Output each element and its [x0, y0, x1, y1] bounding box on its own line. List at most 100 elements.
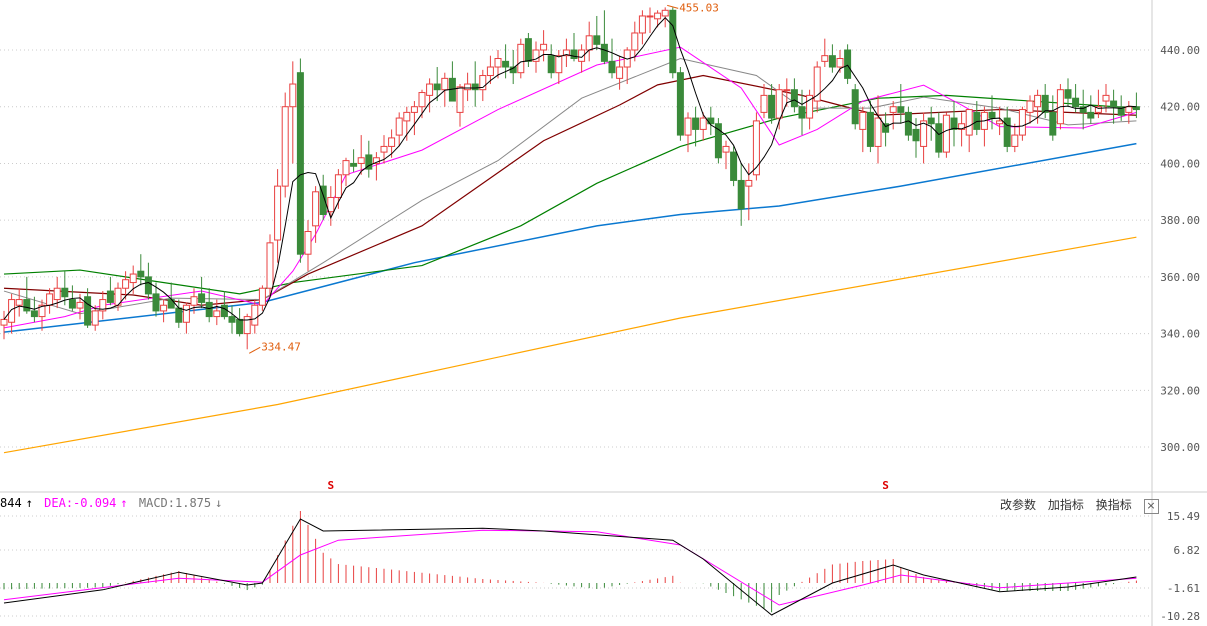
candle-body: [904, 111, 912, 136]
candle-body: [920, 120, 928, 147]
candle-body: [722, 145, 730, 153]
candle-body: [882, 123, 890, 133]
candle-body: [418, 92, 426, 108]
candle-body: [1026, 100, 1034, 113]
ma120-line: [3, 142, 1137, 333]
candle-body: [312, 191, 320, 227]
candle-body: [1049, 111, 1057, 136]
candle-body: [15, 299, 23, 306]
candle-body: [182, 304, 190, 323]
candle-body: [699, 117, 707, 130]
candle-body: [175, 307, 183, 323]
candle-body: [243, 316, 251, 335]
candle-body: [1094, 106, 1102, 113]
candle-body: [350, 162, 358, 167]
candle-body: [342, 160, 350, 176]
price-tick-label: 300.00: [1160, 441, 1200, 454]
candle-body: [281, 106, 289, 187]
candle-body: [585, 35, 593, 51]
candle-body: [46, 293, 54, 306]
candle-body: [942, 114, 950, 153]
candle-body: [540, 43, 548, 51]
candle-body: [266, 242, 274, 289]
switch-indicator-button[interactable]: 换指标: [1095, 498, 1132, 512]
candle-body: [866, 111, 874, 147]
candle-body: [950, 117, 958, 130]
candle-body: [578, 49, 586, 62]
candle-body: [1117, 106, 1125, 116]
add-indicator-button[interactable]: 加指标: [1047, 498, 1084, 512]
candle-body: [600, 43, 608, 62]
candle-body: [897, 106, 905, 113]
candle-body: [471, 83, 479, 91]
high-price-label: 455.03: [679, 1, 719, 14]
candle-body: [730, 151, 738, 181]
candle-body: [616, 66, 624, 79]
candle-body: [806, 94, 814, 119]
signal-marker: S: [327, 479, 334, 492]
candle-body: [912, 128, 920, 142]
candle-body: [494, 58, 502, 68]
candle-body: [388, 137, 396, 147]
candle-body: [410, 106, 418, 113]
candle-body: [99, 299, 107, 312]
candle-body: [828, 55, 836, 68]
candle-body: [745, 179, 753, 187]
price-tick-label: 400.00: [1160, 157, 1200, 170]
candle-body: [1087, 111, 1095, 119]
candle-body: [8, 299, 16, 323]
dea-value: DEA:-0.094: [44, 496, 117, 510]
price-tick-label: 440.00: [1160, 44, 1200, 57]
dif-arrow-icon: ↑: [25, 496, 33, 510]
candle-body: [783, 89, 791, 92]
candle-body: [84, 296, 92, 326]
candle-body: [859, 111, 867, 130]
candle-body: [395, 117, 403, 136]
high-arrow-icon: [667, 4, 679, 9]
candle-body: [524, 38, 532, 62]
candle-body: [562, 49, 570, 57]
candle-body: [1125, 106, 1133, 113]
candle-body: [152, 293, 160, 312]
candle-body: [380, 145, 388, 153]
candle-body: [304, 231, 312, 255]
candle-body: [61, 287, 69, 298]
candle-body: [190, 296, 198, 306]
candle-body: [532, 49, 540, 62]
candle-body: [372, 157, 380, 164]
candle-body: [251, 304, 259, 326]
candle-body: [160, 304, 168, 312]
macd-value: MACD:1.875: [138, 496, 212, 510]
candle-body: [327, 196, 335, 213]
price-tick-label: 380.00: [1160, 214, 1200, 227]
candle-body: [874, 117, 882, 147]
candle-body: [570, 49, 578, 60]
candle-body: [122, 279, 130, 289]
candle-body: [935, 123, 943, 153]
candle-body: [851, 89, 859, 125]
candle-body: [129, 273, 137, 284]
modify-params-button[interactable]: 改参数: [1000, 498, 1037, 512]
candle-body: [441, 77, 449, 91]
candle-body: [433, 83, 441, 91]
candle-body: [258, 287, 266, 306]
candle-body: [798, 106, 806, 119]
candle-body: [220, 304, 228, 318]
dif-value: 844: [0, 496, 22, 510]
candle-body: [996, 120, 1004, 125]
candle-body: [836, 58, 844, 68]
close-indicator-icon[interactable]: ×: [1143, 499, 1159, 514]
candle-body: [236, 318, 244, 335]
candle-body: [68, 299, 76, 309]
ma60-line: [3, 94, 1137, 295]
macd-header: 844 ↑ DEA:-0.094 ↑ MACD:1.875 ↓: [0, 496, 226, 510]
candle-body: [593, 35, 601, 45]
candle-body: [486, 66, 494, 77]
candle-body: [768, 94, 776, 119]
candle-body: [547, 55, 555, 74]
candle-body: [692, 117, 700, 130]
candle-body: [357, 157, 365, 164]
candle-body: [958, 123, 966, 130]
candle-body: [790, 89, 798, 108]
candle-body: [1079, 106, 1087, 113]
